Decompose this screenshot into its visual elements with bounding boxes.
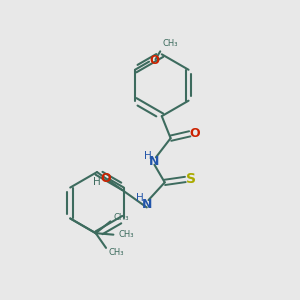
Text: O: O bbox=[149, 54, 159, 67]
Text: CH₃: CH₃ bbox=[119, 230, 134, 239]
Text: N: N bbox=[149, 155, 160, 168]
Text: N: N bbox=[142, 198, 152, 211]
Text: CH₃: CH₃ bbox=[108, 248, 124, 257]
Text: O: O bbox=[101, 172, 111, 185]
Text: CH₃: CH₃ bbox=[114, 213, 130, 222]
Text: H: H bbox=[93, 177, 101, 187]
Text: H: H bbox=[144, 152, 152, 161]
Text: CH₃: CH₃ bbox=[163, 39, 178, 48]
Text: O: O bbox=[189, 127, 200, 140]
Text: S: S bbox=[186, 172, 196, 186]
Text: H: H bbox=[136, 193, 144, 203]
